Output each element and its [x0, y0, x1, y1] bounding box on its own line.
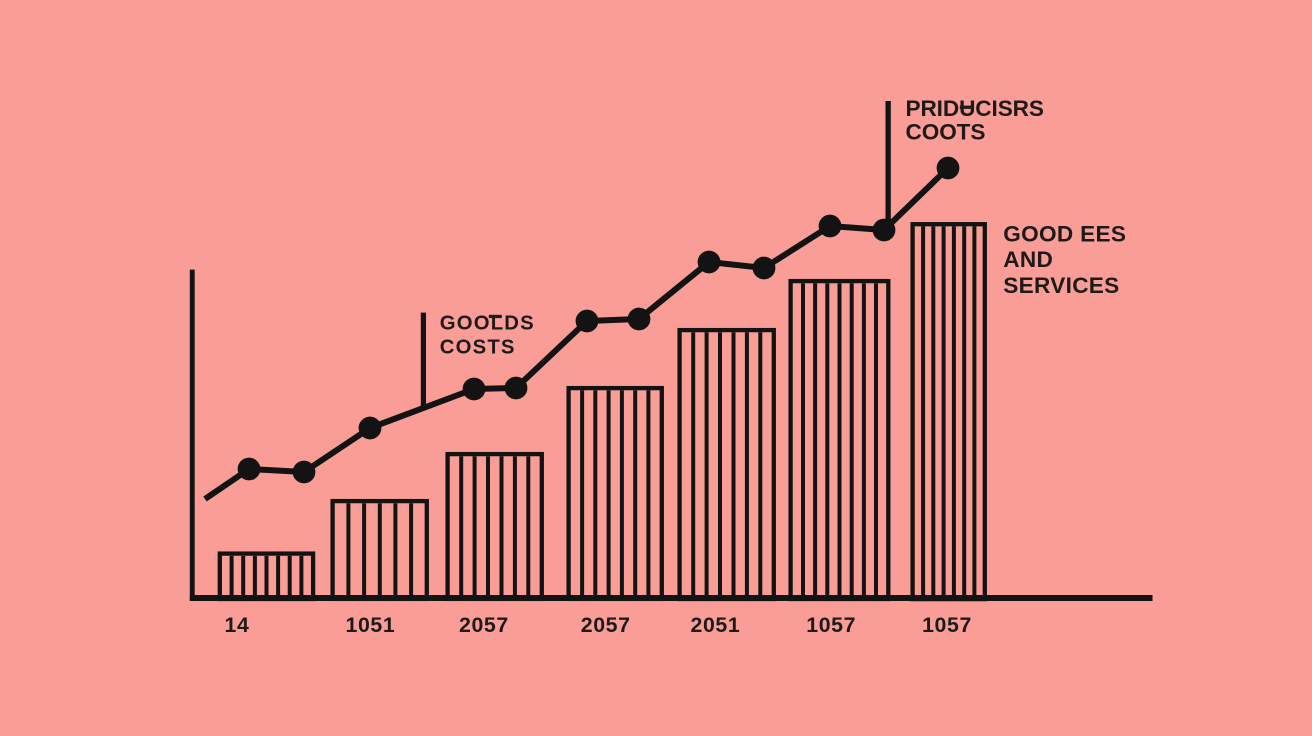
- svg-text:1051: 1051: [346, 613, 396, 637]
- svg-text:14: 14: [225, 613, 250, 637]
- svg-text:2057: 2057: [459, 613, 509, 637]
- svg-text:GOOLDS: GOOLDS: [440, 313, 535, 335]
- svg-text:SERVICES: SERVICES: [1003, 273, 1119, 298]
- svg-text:COOTS: COOTS: [906, 120, 986, 145]
- svg-text:AND: AND: [1003, 247, 1053, 272]
- svg-text:2057: 2057: [581, 613, 631, 637]
- svg-text:1057: 1057: [806, 613, 856, 637]
- svg-text:2051: 2051: [691, 613, 741, 637]
- svg-text:1057: 1057: [922, 613, 972, 637]
- svg-text:COSTS: COSTS: [440, 336, 516, 358]
- svg-text:PRIDUCISRS: PRIDUCISRS: [906, 96, 1044, 121]
- svg-text:GOOD EES: GOOD EES: [1003, 221, 1126, 246]
